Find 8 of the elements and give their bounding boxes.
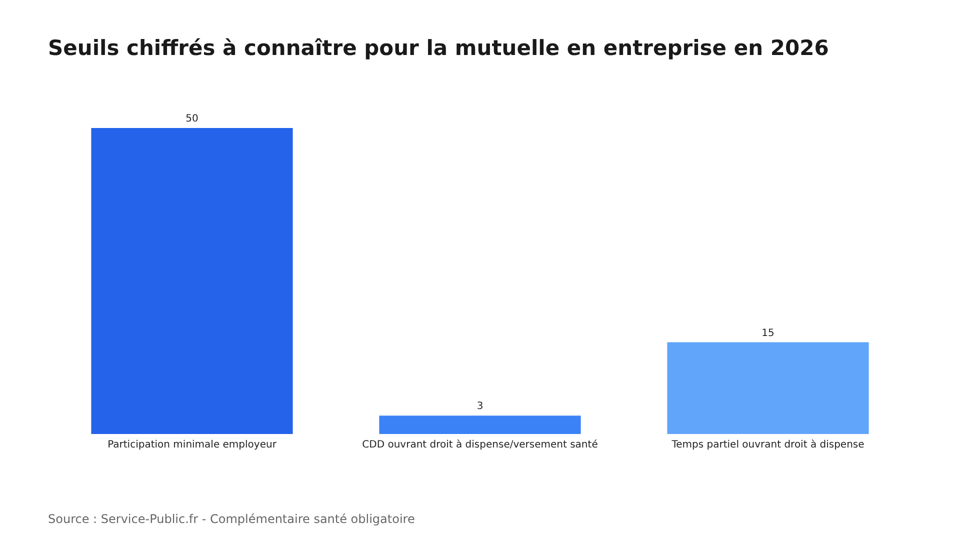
source-note: Source : Service-Public.fr - Complémentaire santé obligatoire <box>48 512 415 526</box>
data-label: 3 <box>476 401 484 412</box>
x-tick-label: CDD ouvrant droit à dispense/versement santé <box>362 440 598 451</box>
x-tick-label: Temps partiel ouvrant droit à dispense <box>670 440 864 451</box>
x-tick-label: Participation minimale employeur <box>108 440 278 451</box>
data-label: 15 <box>762 328 774 339</box>
chart-title: Seuils chiffrés à connaître pour la mutuelle en entreprise en 2026 <box>48 36 829 60</box>
data-label: 50 <box>186 114 198 125</box>
